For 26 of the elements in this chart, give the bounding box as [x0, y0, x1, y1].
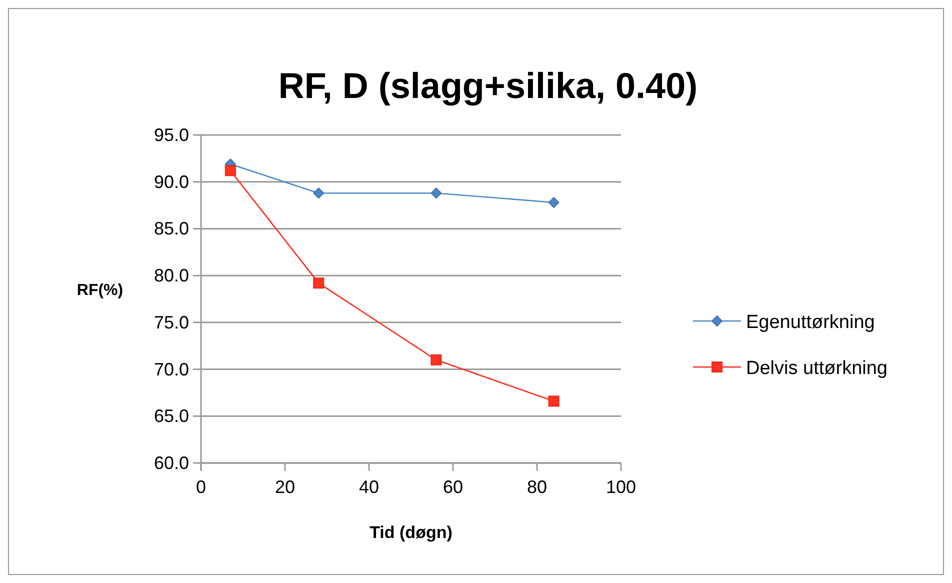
y-tick-label: 85.0 [154, 218, 189, 239]
y-tick-label: 90.0 [154, 172, 189, 192]
y-tick-label: 95.0 [154, 125, 189, 145]
y-tick-label: 65.0 [154, 406, 189, 426]
x-tick-label: 40 [358, 477, 380, 497]
point [548, 196, 560, 208]
x-tick-label: 0 [196, 477, 206, 497]
point [313, 278, 324, 289]
point [430, 188, 442, 199]
x-tick-label: 100 [606, 477, 636, 497]
y-tick-label: 80.0 [154, 266, 189, 286]
y-tick-label: 75.0 [154, 312, 189, 332]
point [430, 354, 442, 366]
point [313, 188, 324, 199]
y-tick-label: 60.0 [154, 453, 189, 473]
x-tick-label: 20 [274, 477, 296, 497]
x-tick-label: 80 [526, 477, 548, 497]
y-axis-title: RF(%) [76, 282, 124, 299]
x-tick-label: 60 [442, 477, 464, 497]
x-axis-title: Tid (døgn) [370, 523, 452, 542]
point [548, 396, 560, 407]
y-tick-label: 70.0 [154, 359, 189, 380]
chart-title: RF, D (slagg+silika, 0.40) [278, 65, 698, 106]
legend-label: Egenuttørkning [746, 312, 875, 333]
legend-label: Delvis uttørkning [746, 358, 888, 379]
point [224, 165, 236, 176]
